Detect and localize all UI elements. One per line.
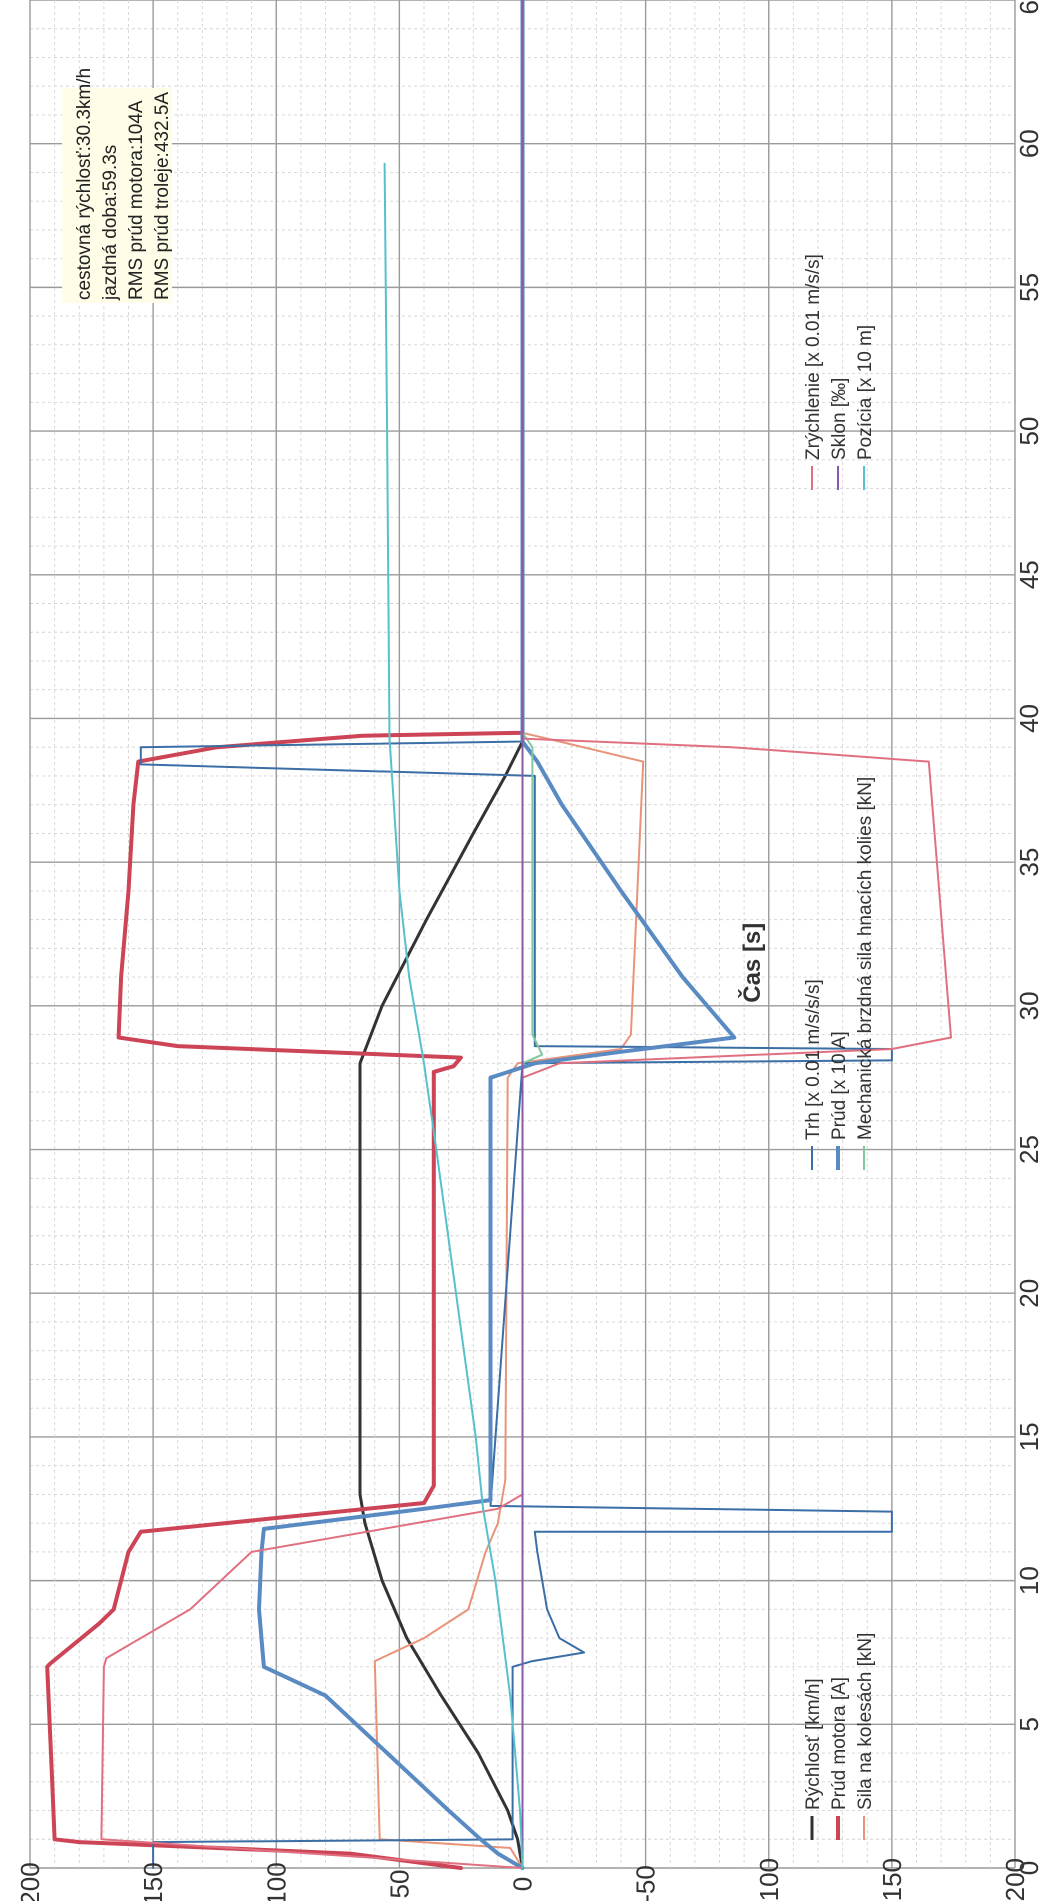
x-tick-label: 55 xyxy=(1014,273,1044,302)
x-tick-label: 40 xyxy=(1014,704,1044,733)
x-tick-label: 20 xyxy=(1014,1279,1044,1308)
series-line-4 xyxy=(257,0,737,1870)
series-line-1 xyxy=(45,0,525,1870)
y-tick-label: 50 xyxy=(384,1870,414,1899)
x-tick-label: 5 xyxy=(1014,1717,1044,1731)
x-tick-label: 10 xyxy=(1014,1566,1044,1595)
x-tick-label: 45 xyxy=(1014,560,1044,589)
legend-label: Mechanická brzdná sila hnacích kolies [k… xyxy=(855,777,876,1140)
y-tick-label: -100 xyxy=(754,1858,784,1901)
legend-label: Prúd [x 10 A] xyxy=(829,1031,850,1140)
x-tick-labels: 0 5 10 15 20 25 30 35 40 45 50 55 60 65 xyxy=(1014,0,1044,1875)
legend-label: Prúd motora [A] xyxy=(829,1677,850,1810)
x-axis-title: Čas [s] xyxy=(738,923,766,1003)
legend-label: Zrýchlenie [x 0.01 m/s/s] xyxy=(803,254,824,460)
series-line-2 xyxy=(373,731,645,1869)
y-tick-label: 100 xyxy=(261,1862,291,1901)
x-tick-label: 60 xyxy=(1014,129,1044,158)
legend-label: Sila na kolesách [kN] xyxy=(855,1633,876,1810)
y-tick-label: 0 xyxy=(508,1877,538,1891)
y-tick-label: -150 xyxy=(877,1858,907,1901)
series-line-0 xyxy=(358,0,524,1870)
legend-label: Sklon [‰] xyxy=(829,378,850,460)
y-tick-label: 200 xyxy=(15,1862,45,1901)
x-tick-label: 35 xyxy=(1014,848,1044,877)
legend-label: Trh [x 0.01 m/s/s/s] xyxy=(803,979,824,1140)
annotation-box: cestovná rýchlosť:30.3km/h jazdná doba:59… xyxy=(62,68,173,303)
annotation-line: RMS prúd troleje:432.5A xyxy=(152,92,173,300)
x-tick-label: 0 xyxy=(1014,1861,1044,1875)
x-tick-label: 50 xyxy=(1014,417,1044,446)
y-tick-label: 150 xyxy=(138,1862,168,1901)
y-tick-label: -50 xyxy=(631,1865,661,1901)
series-layer xyxy=(45,0,952,1870)
annotation-line: jazdná doba:59.3s xyxy=(100,145,121,301)
x-tick-label: 15 xyxy=(1014,1422,1044,1451)
legend-label: Pozícia [x 10 m] xyxy=(855,325,876,460)
legend-label: Rýchlosť [km/h] xyxy=(803,1678,824,1810)
series-line-8 xyxy=(383,162,524,1869)
legend: Rýchlosť [km/h] Prúd motora [A] Sila na ko… xyxy=(803,254,876,1840)
series-line-3 xyxy=(139,0,893,1869)
annotation-line: cestovná rýchlosť:30.3km/h xyxy=(74,68,95,300)
y-tick-labels: 200 150 100 50 0 -50 -100 -150 -200 xyxy=(15,1858,1030,1901)
x-tick-label: 30 xyxy=(1014,991,1044,1020)
annotation-background xyxy=(62,88,172,303)
x-tick-label: 25 xyxy=(1014,1135,1044,1164)
annotation-line: RMS prúd motora:104A xyxy=(126,100,147,300)
y-tick-label: -200 xyxy=(1000,1858,1030,1901)
x-tick-label: 65 xyxy=(1014,0,1044,14)
series-line-5 xyxy=(521,0,544,1869)
